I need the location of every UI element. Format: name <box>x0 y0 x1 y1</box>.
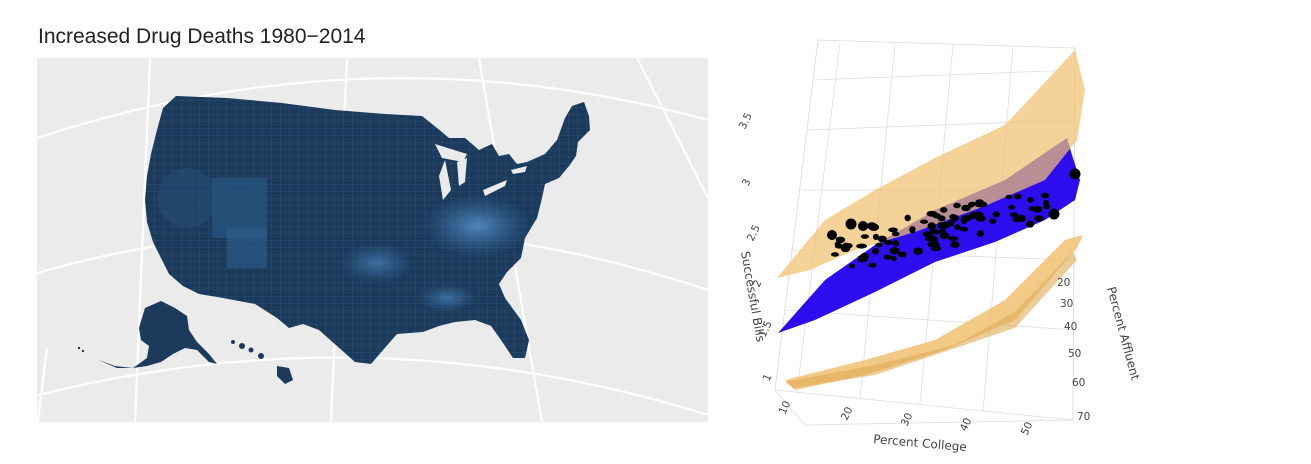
scatter-point <box>930 245 942 252</box>
scatter-point <box>930 229 941 235</box>
z-tick: 2.5 <box>745 223 763 243</box>
scatter-point <box>868 262 877 268</box>
alaska <box>133 301 217 368</box>
scatter-point <box>1005 194 1013 200</box>
scatter-point <box>940 221 951 229</box>
scatter-point <box>892 239 900 247</box>
scatter-point <box>1069 168 1081 180</box>
scatter-point <box>888 227 898 233</box>
scatter-point <box>970 211 978 219</box>
x-axis-label: Percent College <box>873 432 968 454</box>
scatter-point <box>848 263 856 269</box>
scatter-point <box>1013 193 1022 200</box>
y-axis-label: Percent Affluent <box>1104 285 1142 382</box>
y-tick: 30 <box>1060 298 1073 310</box>
plot3d-svg[interactable]: 3.5 3 2.5 2 1.5 1 Successful Bills 20 30… <box>715 30 1145 460</box>
scatter-point <box>871 247 880 255</box>
scatter-point <box>989 218 997 224</box>
surface-plot-3d[interactable]: 3.5 3 2.5 2 1.5 1 Successful Bills 20 30… <box>715 30 1145 460</box>
scatter-point <box>872 233 880 240</box>
x-tick: 20 <box>839 405 856 422</box>
scatter-point <box>1026 197 1034 203</box>
scatter-point <box>1034 215 1044 222</box>
scatter-point <box>904 214 911 222</box>
scatter-point <box>909 226 916 234</box>
y-tick: 60 <box>1072 377 1085 389</box>
scatter-point <box>1048 208 1060 220</box>
scatter-point <box>920 219 929 224</box>
z-tick: 3 <box>740 177 754 188</box>
scatter-point <box>1041 192 1050 199</box>
scatter-point <box>860 253 869 261</box>
scatter-point <box>858 221 868 231</box>
map-title: Increased Drug Deaths 1980−2014 <box>38 25 366 48</box>
z-tick: 3.5 <box>737 111 755 131</box>
scatter-point <box>913 247 923 255</box>
scatter-point <box>889 247 900 255</box>
us-county-map <box>37 58 708 422</box>
y-tick: 70 <box>1077 411 1090 423</box>
scatter-point <box>976 230 984 237</box>
x-tick: 10 <box>777 399 794 416</box>
scatter-point <box>1008 204 1015 210</box>
y-axis-ticks: 20 30 40 50 60 70 <box>1057 277 1090 423</box>
x-tick: 50 <box>1019 420 1036 437</box>
scatter-point <box>877 235 887 243</box>
scatter-point <box>939 232 950 240</box>
scatter-point <box>1042 203 1051 210</box>
scatter-point <box>950 241 960 249</box>
scatter-point <box>1017 214 1026 222</box>
scatter-point <box>842 242 851 250</box>
scatter-point <box>948 236 959 242</box>
z-tick: 2 <box>751 278 765 289</box>
scatter-point <box>961 204 971 212</box>
y-tick: 40 <box>1064 321 1077 333</box>
x-tick: 30 <box>899 411 916 428</box>
hawaii <box>231 340 293 384</box>
scatter-point <box>932 213 941 219</box>
scatter-point <box>845 218 857 230</box>
scatter-point <box>884 240 893 245</box>
scatter-point <box>890 255 897 262</box>
scatter-point <box>960 216 968 225</box>
z-axis-label: Successful Bills <box>738 250 768 343</box>
x-tick: 40 <box>958 416 975 433</box>
scatter-point <box>835 236 846 243</box>
aleutians <box>87 354 133 368</box>
scatter-point <box>954 224 961 230</box>
scatter-point <box>875 242 883 248</box>
y-tick: 20 <box>1057 277 1070 289</box>
scatter-point <box>891 231 900 237</box>
scatter-point <box>929 242 939 248</box>
y-tick: 50 <box>1068 348 1081 360</box>
scatter-point <box>860 234 869 239</box>
scatter-point <box>939 227 947 234</box>
scatter-point <box>834 241 842 247</box>
scatter-point <box>927 222 936 230</box>
scatter-point <box>1026 220 1035 228</box>
scatter-point <box>949 214 957 220</box>
scatter-point <box>1032 205 1043 213</box>
scatter-point <box>1009 212 1019 218</box>
scatter-point <box>953 202 961 209</box>
scatter-point <box>883 254 892 260</box>
scatter-point <box>897 251 907 258</box>
z-tick: 1 <box>761 372 775 383</box>
scatter-point <box>992 211 1000 218</box>
scatter-point <box>924 234 936 242</box>
scatter-point <box>940 207 948 213</box>
scatter-point <box>959 226 969 232</box>
x-axis-ticks: 10 20 30 40 50 <box>777 399 1036 437</box>
map-svg <box>37 58 708 422</box>
scatter-point <box>866 222 877 230</box>
lower-confidence-surface <box>785 235 1083 390</box>
scatter-point <box>830 252 840 257</box>
scatter-point <box>975 202 985 208</box>
scatter-point <box>827 230 837 240</box>
scatter-point <box>856 243 867 249</box>
scatter-points <box>827 168 1081 269</box>
